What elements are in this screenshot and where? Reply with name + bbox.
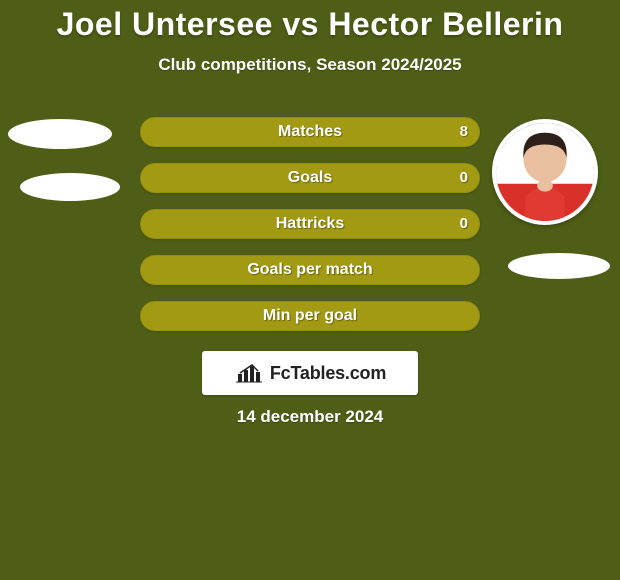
right-player-placeholder — [508, 253, 610, 279]
stat-bar: Min per goal — [140, 301, 480, 331]
stat-bar: Hattricks 0 — [140, 209, 480, 239]
logo-text: FcTables.com — [270, 363, 386, 384]
stat-bar-label: Matches — [140, 117, 480, 147]
stat-bar-value: 0 — [460, 209, 468, 239]
left-player-placeholder-2 — [20, 173, 120, 201]
avatar-graphic — [496, 123, 594, 221]
stat-bar: Goals 0 — [140, 163, 480, 193]
page-title: Joel Untersee vs Hector Bellerin — [0, 0, 620, 43]
stat-bars: Matches 8 Goals 0 Hattricks 0 Goals per … — [140, 117, 480, 347]
left-player-placeholder-1 — [8, 119, 112, 149]
stat-bar-label: Min per goal — [140, 301, 480, 331]
stat-bar-label: Goals — [140, 163, 480, 193]
stat-bar: Goals per match — [140, 255, 480, 285]
logo-box: FcTables.com — [202, 351, 418, 395]
chart-icon — [234, 362, 264, 384]
page-subtitle: Club competitions, Season 2024/2025 — [0, 55, 620, 75]
stat-bar: Matches 8 — [140, 117, 480, 147]
stat-bar-label: Hattricks — [140, 209, 480, 239]
stat-bar-value: 0 — [460, 163, 468, 193]
stat-bar-value: 8 — [460, 117, 468, 147]
stat-bar-label: Goals per match — [140, 255, 480, 285]
right-player-avatar — [492, 119, 598, 225]
date-label: 14 december 2024 — [0, 407, 620, 427]
